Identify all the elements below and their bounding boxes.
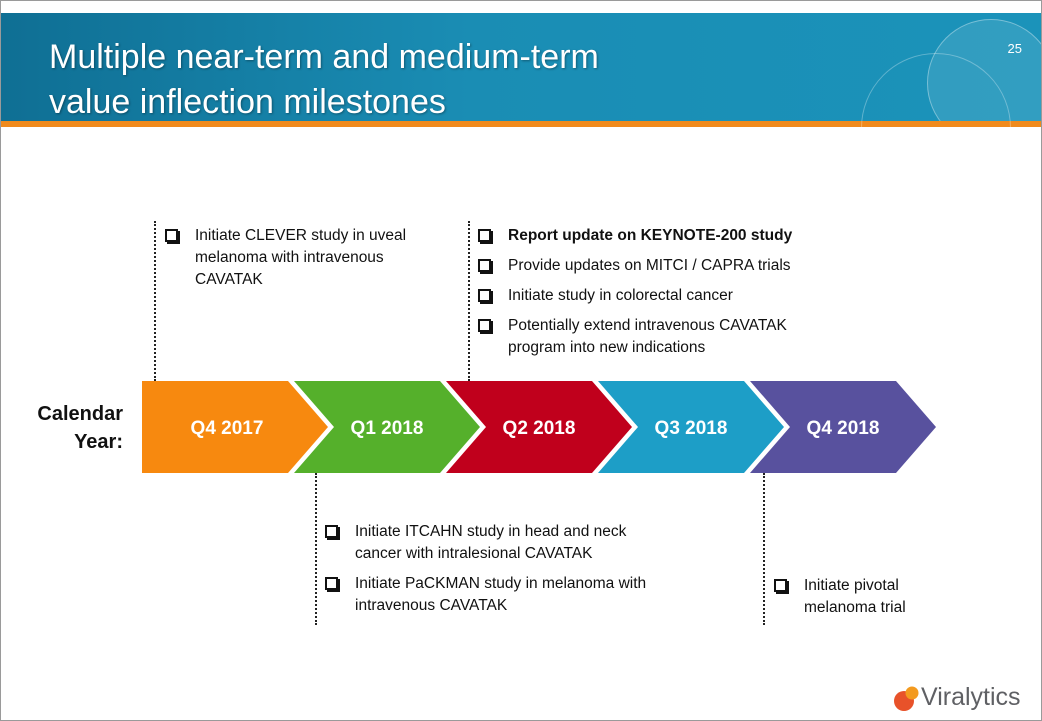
viralytics-logo-mark-icon [894, 686, 919, 711]
milestones-q2-2018: Report update on KEYNOTE-200 study Provi… [478, 225, 828, 359]
checkbox-bullet-icon [478, 259, 491, 272]
connector-q1-2018 [315, 473, 317, 625]
connector-q4-2017 [154, 221, 156, 381]
slide-title: Multiple near-term and medium-term value… [49, 35, 809, 121]
connector-q4-2018 [763, 473, 765, 625]
timeline-chevron-q2-2018 [446, 381, 632, 473]
timeline-period-label: Q4 2018 [807, 418, 880, 439]
milestone-text: Report update on KEYNOTE-200 study [508, 227, 793, 244]
timeline-period-label: Q1 2018 [351, 418, 424, 439]
milestone-text: Potentially extend intravenous CAVATAK p… [508, 317, 787, 356]
checkbox-bullet-icon [165, 229, 178, 242]
milestone-text: Provide updates on MITCI / CAPRA trials [508, 257, 791, 274]
slide-title-line-2: value inflection milestones [49, 83, 446, 121]
timeline-chevron-q4-2018 [750, 381, 936, 473]
timeline-chevron-q4-2017 [142, 381, 328, 473]
header-band: Multiple near-term and medium-term value… [1, 13, 1041, 121]
milestone-text: Initiate pivotal melanoma trial [804, 577, 906, 616]
decorative-circle-outline [861, 53, 1011, 203]
milestone-text: Initiate study in colorectal cancer [508, 287, 733, 304]
logo-wordmark: Viralytics [921, 683, 1021, 711]
milestone-text: Initiate ITCAHN study in head and neck c… [355, 523, 627, 562]
milestone-item: Initiate CLEVER study in uveal melanoma … [165, 225, 435, 291]
connector-q2-2018 [468, 221, 470, 381]
checkbox-bullet-icon [774, 579, 787, 592]
checkbox-bullet-icon [478, 229, 491, 242]
checkbox-bullet-icon [478, 319, 491, 332]
milestone-item: Initiate study in colorectal cancer [478, 285, 828, 307]
timeline-period-label: Q4 2017 [191, 418, 264, 439]
timeline-period-label: Q3 2018 [655, 418, 728, 439]
calendar-year-label-line-2: Year: [74, 431, 123, 453]
milestone-item: Report update on KEYNOTE-200 study [478, 225, 828, 247]
calendar-year-label-line-1: Calendar [37, 403, 123, 425]
timeline-period-label: Q2 2018 [503, 418, 576, 439]
checkbox-bullet-icon [325, 577, 338, 590]
calendar-year-label: Calendar Year: [21, 400, 123, 456]
milestones-q4-2018: Initiate pivotal melanoma trial [774, 575, 934, 619]
milestones-q1-2018: Initiate ITCAHN study in head and neck c… [325, 521, 665, 617]
timeline-chevron-q3-2018 [598, 381, 784, 473]
page-number: 25 [1007, 41, 1022, 56]
milestone-text: Initiate CLEVER study in uveal melanoma … [195, 227, 407, 288]
milestones-q4-2017: Initiate CLEVER study in uveal melanoma … [165, 225, 435, 291]
checkbox-bullet-icon [478, 289, 491, 302]
milestone-item: Potentially extend intravenous CAVATAK p… [478, 315, 828, 359]
timeline-chevron-q1-2018 [294, 381, 480, 473]
checkbox-bullet-icon [325, 525, 338, 538]
slide-title-line-1: Multiple near-term and medium-term [49, 38, 599, 76]
header-accent-rule [1, 121, 1041, 127]
milestone-item: Provide updates on MITCI / CAPRA trials [478, 255, 828, 277]
milestone-item: Initiate PaCKMAN study in melanoma with … [325, 573, 665, 617]
milestone-item: Initiate ITCAHN study in head and neck c… [325, 521, 665, 565]
milestone-text: Initiate PaCKMAN study in melanoma with … [355, 575, 647, 614]
milestone-item: Initiate pivotal melanoma trial [774, 575, 934, 619]
